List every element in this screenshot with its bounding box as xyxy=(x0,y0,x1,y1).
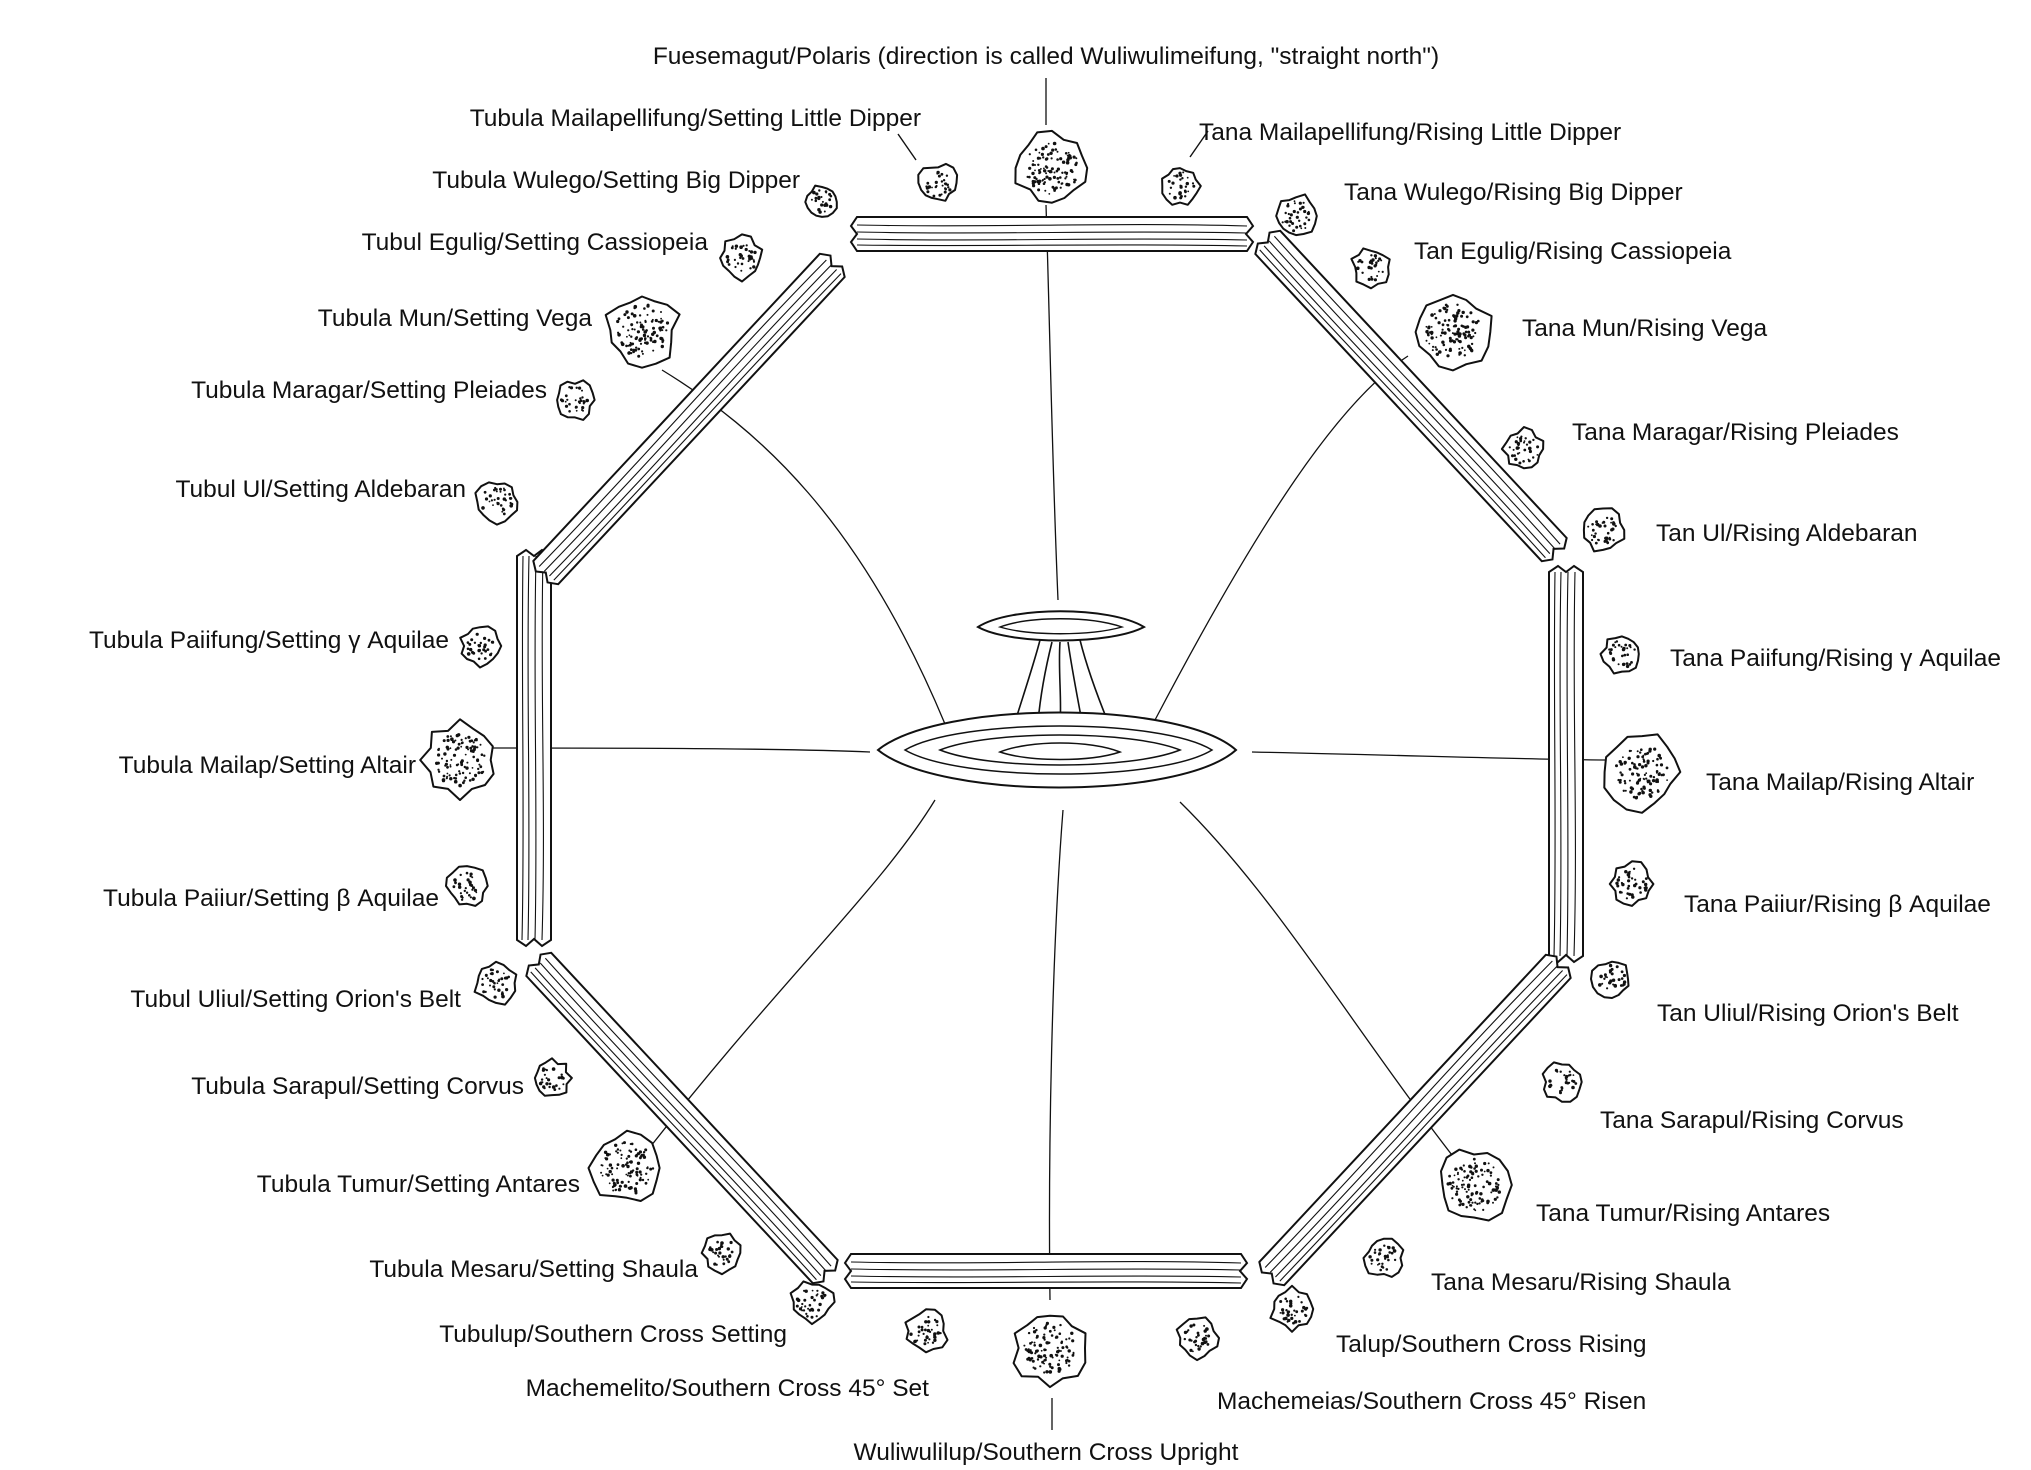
label-rising-antares: Tana Tumur/Rising Antares xyxy=(1536,1200,1830,1227)
stone-southern-cross-upright-icon xyxy=(1012,1314,1087,1389)
label-rising-gamma-aquilae: Tana Paiifung/Rising γ Aquilae xyxy=(1670,645,2001,672)
label-southern-cross-45-risen: Machemeias/Southern Cross 45° Risen xyxy=(1217,1388,1646,1415)
radial-southwest xyxy=(639,799,936,1161)
stone-southern-cross-rising-icon xyxy=(1269,1284,1315,1333)
label-setting-little-dipper: Tubula Mailapellifung/Setting Little Dip… xyxy=(470,105,921,132)
stone-setting-antares-icon xyxy=(587,1129,661,1202)
label-rising-beta-aquilae: Tana Paiiur/Rising β Aquilae xyxy=(1684,891,1991,918)
label-setting-gamma-aquilae: Tubula Paiifung/Setting γ Aquilae xyxy=(89,627,449,654)
radial-northeast xyxy=(1154,355,1409,721)
label-north-polaris: Fuesemagut/Polaris (direction is called … xyxy=(653,43,1439,70)
label-southern-cross-45-set: Machemelito/Southern Cross 45° Set xyxy=(526,1375,930,1402)
canoe-center-icon xyxy=(876,610,1238,789)
stone-setting-aldebaran-icon xyxy=(474,481,519,526)
stone-setting-beta-aquilae-icon xyxy=(445,865,489,907)
stick-southwest xyxy=(525,951,839,1285)
label-rising-aldebaran: Tan Ul/Rising Aldebaran xyxy=(1656,520,1918,547)
label-setting-aldebaran: Tubul Ul/Setting Aldebaran xyxy=(175,476,466,503)
label-setting-cassiopeia: Tubul Egulig/Setting Cassiopeia xyxy=(362,229,709,256)
stone-setting-corvus-icon xyxy=(533,1057,573,1097)
stone-setting-little-dipper-icon xyxy=(917,162,959,202)
stone-rising-pleiades-icon xyxy=(1500,426,1545,470)
stone-setting-vega-icon xyxy=(604,295,681,369)
stone-rising-beta-aquilae-icon xyxy=(1608,860,1655,907)
stone-setting-orions-belt-icon xyxy=(473,960,518,1006)
label-setting-altair: Tubula Mailap/Setting Altair xyxy=(119,752,416,779)
label-south-upright: Wuliwulilup/Southern Cross Upright xyxy=(854,1439,1239,1466)
stone-rising-corvus-icon xyxy=(1541,1061,1583,1103)
label-southern-cross-setting: Tubulup/Southern Cross Setting xyxy=(439,1321,787,1348)
stone-setting-altair-icon xyxy=(419,718,495,801)
label-setting-corvus: Tubula Sarapul/Setting Corvus xyxy=(191,1073,524,1100)
stone-rising-orions-belt-icon xyxy=(1590,960,1630,999)
label-southern-cross-rising: Talup/Southern Cross Rising xyxy=(1336,1331,1647,1358)
stone-rising-big-dipper-icon xyxy=(1275,193,1318,237)
label-setting-big-dipper: Tubula Wulego/Setting Big Dipper xyxy=(432,167,800,194)
stone-rising-altair-icon xyxy=(1603,733,1682,814)
stone-rising-antares-icon xyxy=(1440,1148,1513,1222)
label-rising-pleiades: Tana Maragar/Rising Pleiades xyxy=(1572,419,1899,446)
stone-southern-cross-setting-icon xyxy=(789,1280,836,1326)
stone-rising-gamma-aquilae-icon xyxy=(1599,635,1640,675)
stone-setting-pleiades-icon xyxy=(556,379,596,421)
stone-southern-cross-45-set-icon xyxy=(904,1308,949,1354)
label-rising-cassiopeia: Tan Egulig/Rising Cassiopeia xyxy=(1414,238,1732,265)
label-rising-altair: Tana Mailap/Rising Altair xyxy=(1706,769,1974,796)
stick-west xyxy=(516,548,552,948)
stone-setting-shaula-icon xyxy=(700,1232,742,1276)
stick-northeast xyxy=(1254,229,1568,563)
stone-rising-cassiopeia-icon xyxy=(1350,247,1391,290)
radial-north xyxy=(1045,78,1059,601)
label-rising-shaula: Tana Mesaru/Rising Shaula xyxy=(1431,1269,1731,1296)
label-rising-little-dipper: Tana Mailapellifung/Rising Little Dipper xyxy=(1199,119,1621,146)
stick-south xyxy=(843,1253,1249,1289)
stick-east xyxy=(1548,564,1584,964)
stone-polaris-icon xyxy=(1014,129,1089,204)
stone-rising-shaula-icon xyxy=(1362,1237,1405,1278)
stone-southern-cross-45-risen-icon xyxy=(1175,1316,1220,1362)
outer-sticks xyxy=(516,216,1584,1289)
label-rising-orions-belt: Tan Uliul/Rising Orion's Belt xyxy=(1657,1000,1959,1027)
leader-lines xyxy=(897,130,1209,161)
label-rising-corvus: Tana Sarapul/Rising Corvus xyxy=(1600,1107,1904,1134)
stone-rising-aldebaran-icon xyxy=(1582,507,1626,553)
stone-setting-big-dipper-icon xyxy=(804,184,838,218)
radial-west xyxy=(455,747,871,753)
radial-south xyxy=(1048,809,1064,1430)
star-stones xyxy=(419,129,1682,1389)
labels: Fuesemagut/Polaris (direction is called … xyxy=(89,43,2001,1466)
label-setting-beta-aquilae: Tubula Paiiur/Setting β Aquilae xyxy=(103,885,439,912)
label-setting-pleiades: Tubula Maragar/Setting Pleiades xyxy=(191,377,547,404)
label-setting-vega: Tubula Mun/Setting Vega xyxy=(318,305,593,332)
label-setting-antares: Tubula Tumur/Setting Antares xyxy=(257,1171,580,1198)
stick-north xyxy=(849,216,1255,252)
stick-northwest xyxy=(532,252,846,586)
stick-southeast xyxy=(1258,953,1572,1287)
label-setting-shaula: Tubula Mesaru/Setting Shaula xyxy=(369,1256,698,1283)
stone-rising-vega-icon xyxy=(1414,293,1493,372)
stone-setting-cassiopeia-icon xyxy=(719,233,764,283)
label-rising-big-dipper: Tana Wulego/Rising Big Dipper xyxy=(1344,179,1683,206)
stone-rising-little-dipper-icon xyxy=(1161,167,1202,206)
stone-setting-gamma-aquilae-icon xyxy=(459,625,503,669)
label-rising-vega: Tana Mun/Rising Vega xyxy=(1522,315,1768,342)
label-setting-orions-belt: Tubul Uliul/Setting Orion's Belt xyxy=(130,986,461,1013)
